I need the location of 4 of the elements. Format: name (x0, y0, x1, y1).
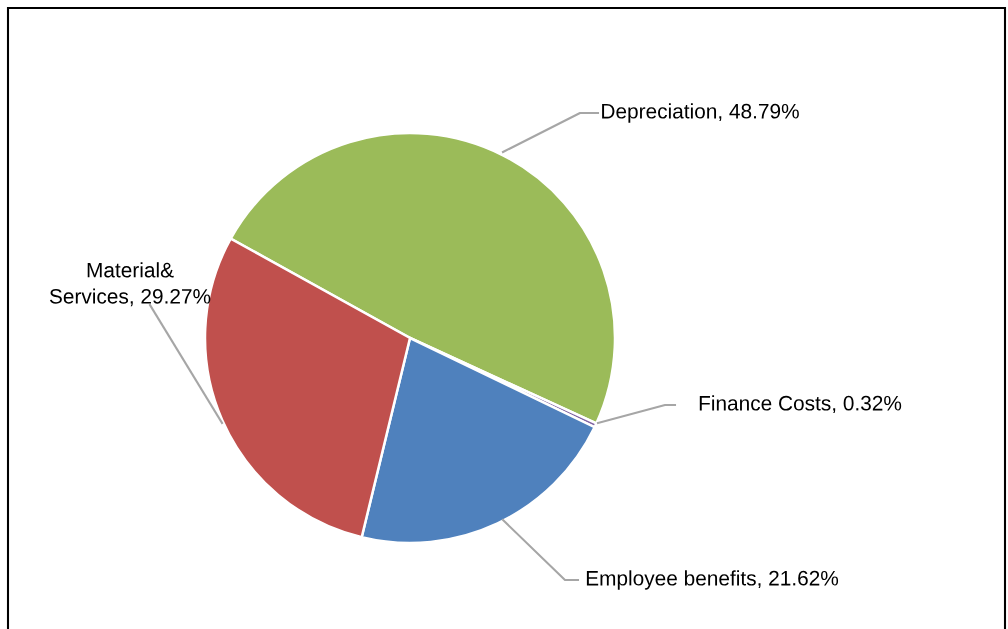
slice-label: Employee benefits, 21.62% (586, 570, 839, 590)
slice-label: Depreciation, 48.79% (602, 103, 799, 123)
slice-label: Material& Services, 29.27% (49, 262, 211, 307)
slice-label: Finance Costs, 0.32% (699, 395, 902, 414)
